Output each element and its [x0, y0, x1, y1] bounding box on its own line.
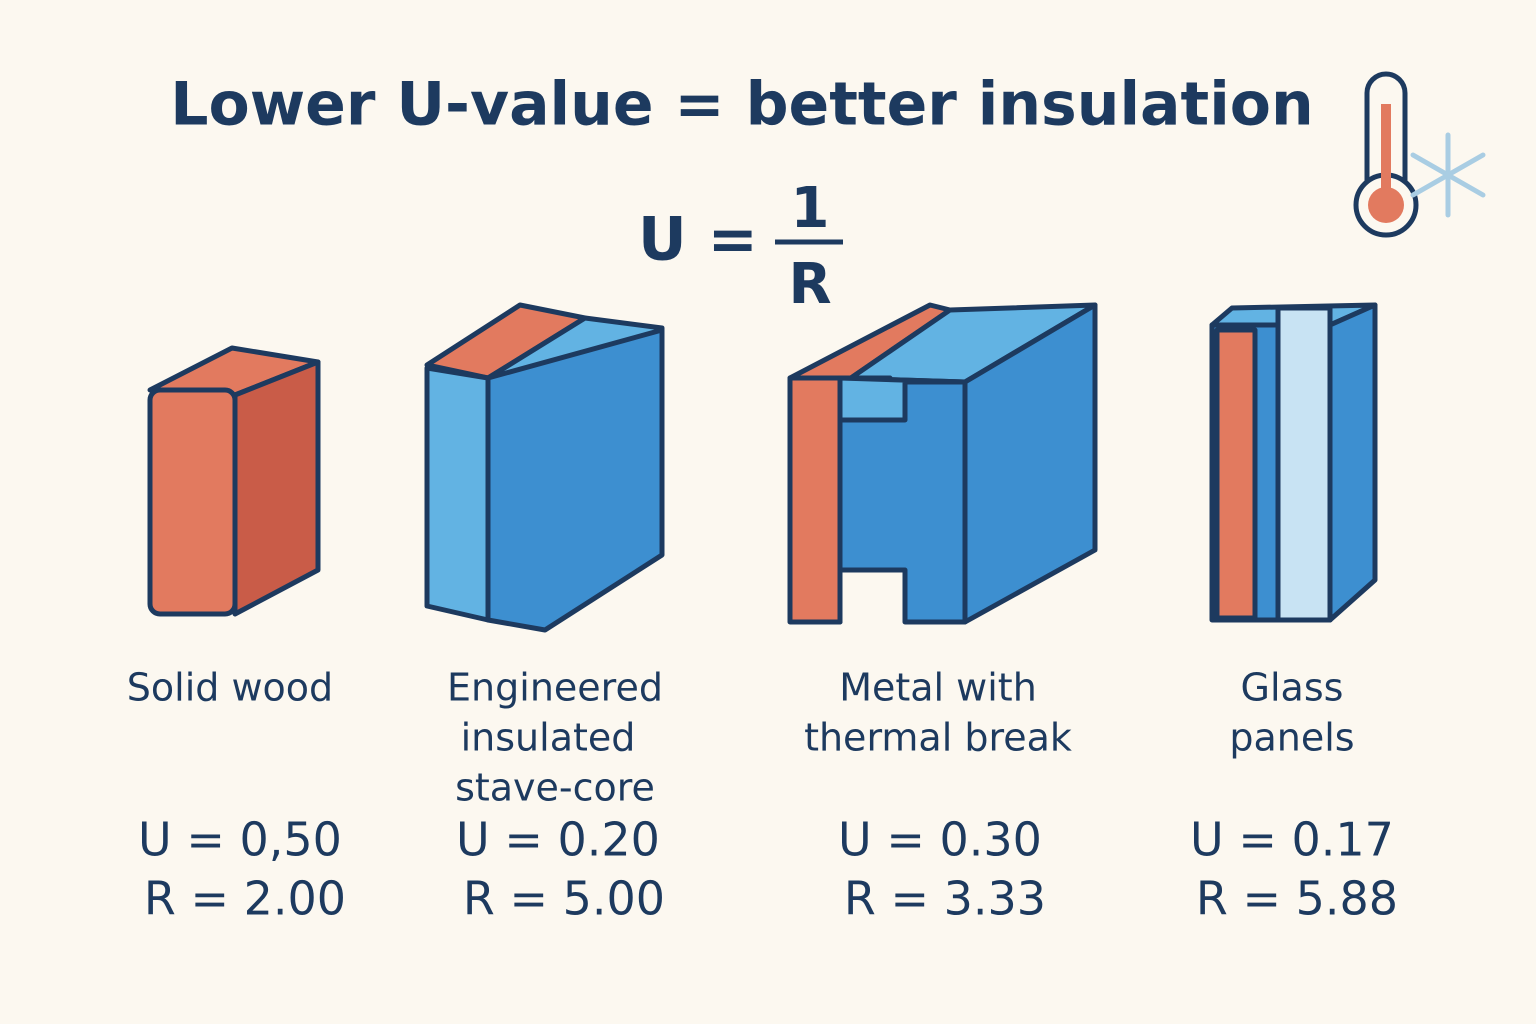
r-value: R = 5.00: [463, 872, 665, 926]
engineered-block: [424, 302, 665, 633]
formula-numerator: 1: [791, 176, 830, 241]
glass-block: [1209, 302, 1378, 623]
u-value: U = 0.30: [838, 813, 1042, 867]
item-label: stave-core: [455, 766, 655, 810]
r-value: R = 5.88: [1196, 872, 1398, 926]
thermometer-icon: [1353, 71, 1419, 238]
item-label: Metal with: [839, 666, 1037, 710]
u-value: U = 0.17: [1190, 813, 1394, 867]
item-label: Solid wood: [127, 666, 333, 710]
title: Lower U-value = better insulation: [170, 70, 1313, 140]
formula-denominator: R: [788, 252, 831, 317]
item-label: Glass: [1241, 666, 1344, 710]
formula-lhs: U =: [638, 205, 758, 275]
snowflake-icon: [1410, 132, 1486, 218]
solid-wood-block: [147, 345, 321, 617]
u-value: U = 0,50: [138, 813, 342, 867]
item-label: panels: [1229, 716, 1354, 760]
metal-block: [787, 302, 1098, 625]
item-label: Engineered: [447, 666, 663, 710]
item-label: insulated: [461, 716, 636, 760]
r-value: R = 2.00: [144, 872, 346, 926]
item-label: thermal break: [804, 716, 1072, 760]
u-value: U = 0.20: [456, 813, 660, 867]
r-value: R = 3.33: [844, 872, 1046, 926]
